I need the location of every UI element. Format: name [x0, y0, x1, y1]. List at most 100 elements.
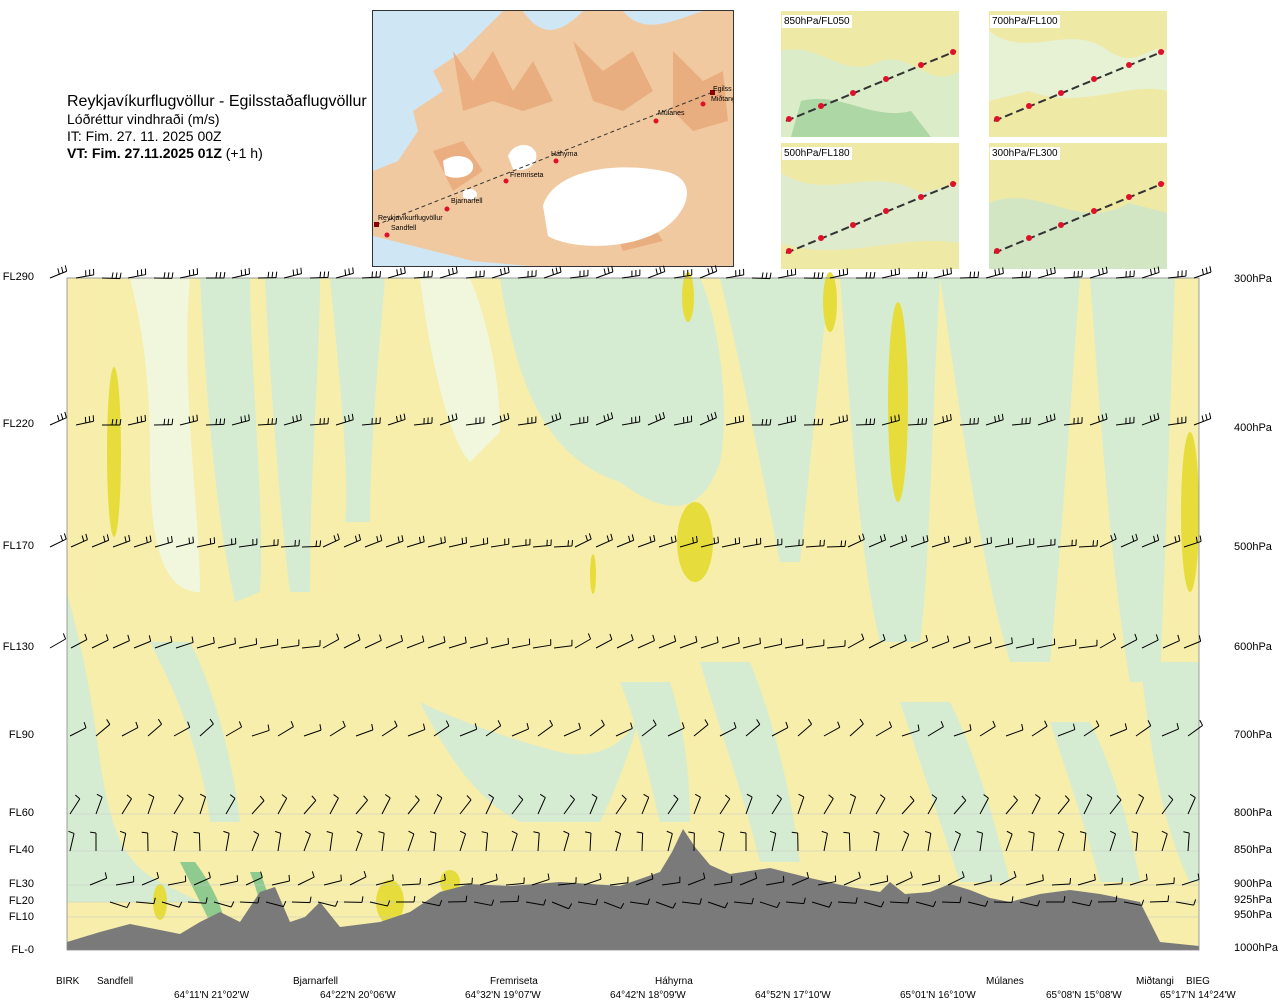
wind-barb: [238, 638, 258, 649]
wind-barb: [771, 721, 789, 737]
wind-barb: [1141, 634, 1159, 649]
wind-barb: [407, 723, 426, 737]
thumbnail-300hpa[interactable]: 300hPa/FL300: [989, 143, 1167, 269]
wind-barb: [953, 724, 972, 737]
y-tick-fl290: FL290: [2, 271, 34, 283]
wind-barb: [881, 267, 901, 279]
wind-barb: [329, 794, 339, 815]
wind-barb: [173, 721, 191, 737]
wind-barb: [303, 795, 317, 815]
wind-barb: [238, 538, 258, 548]
y-tick-fl170: FL170: [2, 540, 34, 552]
wind-barb: [959, 417, 979, 426]
wind-barb: [849, 793, 857, 815]
wind-barb: [213, 901, 235, 908]
wind-barb: [280, 539, 300, 548]
wind-barb: [584, 831, 592, 852]
wind-barb: [771, 794, 782, 815]
y-tick-850hpa: 850hPa: [1234, 844, 1272, 856]
wind-barb: [1149, 895, 1170, 903]
wind-barb: [635, 872, 654, 886]
wind-barb: [1162, 534, 1181, 548]
wind-barb: [1129, 873, 1148, 886]
wind-barb: [901, 724, 920, 737]
wind-barb: [505, 877, 525, 886]
wind-barb: [531, 873, 550, 886]
wind-barb: [511, 830, 518, 852]
wind-barb: [1109, 830, 1117, 852]
wind-barb: [843, 831, 851, 852]
wind-barb: [907, 271, 928, 279]
wind-barb: [616, 634, 634, 649]
wind-barb: [175, 536, 194, 548]
wind-barb: [453, 877, 473, 886]
x-location-birk: BIRK: [56, 976, 80, 987]
wind-barb: [647, 265, 666, 279]
wind-barb: [239, 896, 260, 904]
wind-barb: [915, 900, 937, 908]
wind-barb: [901, 830, 910, 852]
wind-barb: [193, 831, 201, 852]
thumbnail-850hpa[interactable]: 850hPa/FL050: [781, 11, 959, 137]
wind-barb: [742, 537, 762, 548]
thumbnail-500hpa[interactable]: 500hPa/FL180: [781, 143, 959, 269]
wind-barb: [406, 635, 425, 649]
wind-barb: [1057, 795, 1070, 815]
y-tick-800hpa: 800hPa: [1234, 807, 1272, 819]
y-tick-fl0: FL-0: [11, 944, 34, 956]
wind-barb: [1193, 412, 1212, 426]
wind-barb: [199, 718, 214, 737]
wind-barb: [355, 723, 374, 737]
wind-barb: [910, 535, 929, 548]
wind-barb: [69, 794, 81, 815]
wind-barb: [791, 831, 799, 852]
wind-barb: [849, 718, 864, 737]
wind-barb: [817, 875, 837, 886]
wind-barb: [369, 900, 391, 907]
valid-time: VT: Fim. 27.11.2025 01Z (+1 h): [67, 145, 367, 162]
wind-barb: [752, 418, 772, 426]
wind-barb: [959, 271, 980, 279]
wind-barb: [439, 266, 458, 279]
wind-barb: [976, 831, 984, 852]
wind-barb: [1109, 795, 1122, 815]
wind-barb: [1057, 539, 1077, 548]
wind-barb: [805, 639, 825, 649]
wind-barb: [154, 536, 173, 548]
wind-barb: [481, 831, 489, 852]
wind-barb: [1123, 899, 1145, 906]
thumbnail-label: 300hPa/FL300: [990, 147, 1060, 160]
wind-barb: [70, 533, 88, 548]
wind-barb: [1141, 266, 1160, 279]
wind-barb: [679, 536, 698, 548]
wind-barb: [614, 830, 622, 852]
wind-barb: [805, 539, 825, 548]
wind-barb: [1167, 270, 1187, 279]
thumbnail-500hpa-map: [781, 143, 959, 269]
wind-barb: [873, 830, 880, 852]
wind-barb: [589, 793, 598, 815]
wind-barb: [583, 873, 602, 886]
map-label-egilsstadir: Egilss: [713, 86, 732, 93]
wind-barb: [225, 721, 243, 737]
wind-barb: [637, 634, 655, 649]
wind-barb: [784, 539, 804, 548]
wind-barb: [769, 830, 777, 852]
wind-barb: [323, 874, 342, 886]
wind-barb: [465, 416, 485, 426]
wind-barb: [751, 272, 772, 280]
wind-barb: [469, 637, 488, 649]
thumbnail-700hpa[interactable]: 700hPa/FL100: [989, 11, 1167, 137]
wind-barb: [1077, 874, 1096, 886]
wind-barb: [291, 896, 312, 904]
wind-barb: [1083, 720, 1100, 737]
wind-barb: [826, 640, 846, 649]
wind-barb: [1120, 533, 1138, 548]
wind-barb: [1135, 720, 1152, 737]
wind-barb: [407, 830, 415, 852]
wind-barb: [433, 794, 443, 815]
map-label-sandfell: Sandfell: [391, 225, 417, 232]
wind-barb: [553, 540, 574, 548]
wind-barb: [931, 535, 950, 548]
wind-barb: [707, 901, 729, 909]
